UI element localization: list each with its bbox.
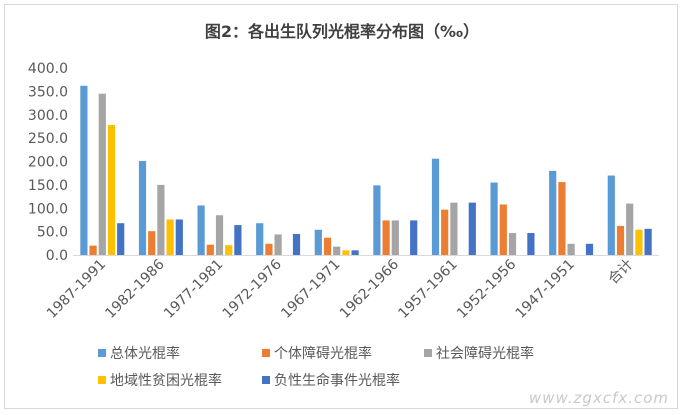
bar <box>148 231 156 255</box>
y-tick-label: 200.0 <box>28 155 68 171</box>
bar <box>431 158 440 255</box>
x-tick-label: 1972-1976 <box>220 256 285 321</box>
bar <box>410 220 418 255</box>
x-tick-label: 1967-1971 <box>278 257 343 322</box>
bar <box>98 93 106 256</box>
legend-swatch <box>262 349 270 357</box>
bar <box>382 220 390 255</box>
chart-canvas: 图2：各出生队列光棍率分布图（‰） 0.0 50.0 100.0 150.0 200.0… <box>28 22 659 389</box>
bar <box>234 225 242 255</box>
x-tick-label: 1982-1986 <box>102 256 167 321</box>
bar <box>206 244 214 255</box>
legend-label: 负性生命事件光棍率 <box>274 372 400 389</box>
bar <box>166 219 174 255</box>
chart-frame: 图2：各出生队列光棍率分布图（‰） 0.0 50.0 100.0 150.0 200.0… <box>4 4 678 409</box>
bar <box>89 245 97 255</box>
bar <box>342 250 350 255</box>
y-tick-label: 150.0 <box>28 178 68 194</box>
bar <box>635 229 643 255</box>
bar <box>508 233 517 255</box>
bar <box>626 203 634 255</box>
y-axis: 0.0 50.0 100.0 150.0 200.0 250.0 300.0 350.0 400… <box>28 61 68 264</box>
bar <box>549 170 557 255</box>
bar <box>351 250 359 255</box>
bar <box>490 182 498 255</box>
x-tick-label: 1952-1956 <box>454 256 519 321</box>
bar <box>292 233 301 255</box>
x-tick-label: 1962-1966 <box>337 256 402 321</box>
bar <box>644 228 652 255</box>
y-tick-label: 250.0 <box>28 131 68 147</box>
bar <box>585 243 594 255</box>
legend-swatch <box>424 349 432 357</box>
watermark: www.zgxcfx.com <box>528 389 669 407</box>
chart-title: 图2：各出生队列光棍率分布图（‰） <box>205 22 479 41</box>
bar <box>323 237 332 255</box>
y-tick-label: 100.0 <box>28 201 68 217</box>
legend-swatch <box>262 376 270 384</box>
legend-label: 社会障碍光棍率 <box>436 345 534 362</box>
legend-label: 个体障碍光棍率 <box>274 345 372 362</box>
legend-label: 地域性贫困光棍率 <box>110 372 222 389</box>
bar <box>450 202 458 255</box>
bar <box>274 234 282 255</box>
y-tick-label: 0.0 <box>46 248 68 264</box>
x-tick-label: 1987-1991 <box>44 257 109 322</box>
bar <box>333 246 341 255</box>
y-tick-label: 300.0 <box>28 108 68 124</box>
bar <box>256 223 264 255</box>
y-tick-label: 50.0 <box>37 225 68 241</box>
bar <box>527 233 535 255</box>
bar <box>499 204 507 255</box>
bar <box>265 243 273 255</box>
bar <box>314 229 322 255</box>
bar <box>107 125 116 255</box>
bar-series-group <box>80 85 652 256</box>
x-tick-label: 合计 <box>605 257 636 288</box>
x-tick-label: 1957-1961 <box>395 257 460 322</box>
bar <box>138 161 147 255</box>
bar <box>215 215 224 255</box>
bar <box>558 182 566 255</box>
bar <box>441 209 449 255</box>
legend-label: 总体光棍率 <box>110 345 180 362</box>
y-tick-label: 350.0 <box>28 84 68 100</box>
bar <box>175 219 183 255</box>
legend-swatch <box>98 376 106 384</box>
bar <box>117 223 125 255</box>
x-tick-label: 1947-1951 <box>513 257 578 322</box>
bar <box>157 184 165 255</box>
bar <box>80 85 88 255</box>
legend-swatch <box>98 349 106 357</box>
bar <box>607 175 615 255</box>
bar <box>391 220 399 255</box>
bar <box>616 226 625 255</box>
bar <box>567 243 575 255</box>
bar <box>197 205 205 255</box>
bar <box>373 185 381 255</box>
x-axis: 1987-19911982-19861977-19811972-19761967… <box>44 255 659 322</box>
x-tick-label: 1977-1981 <box>161 257 226 322</box>
y-tick-label: 400.0 <box>28 61 68 77</box>
bar <box>225 245 233 255</box>
bar <box>468 202 476 255</box>
